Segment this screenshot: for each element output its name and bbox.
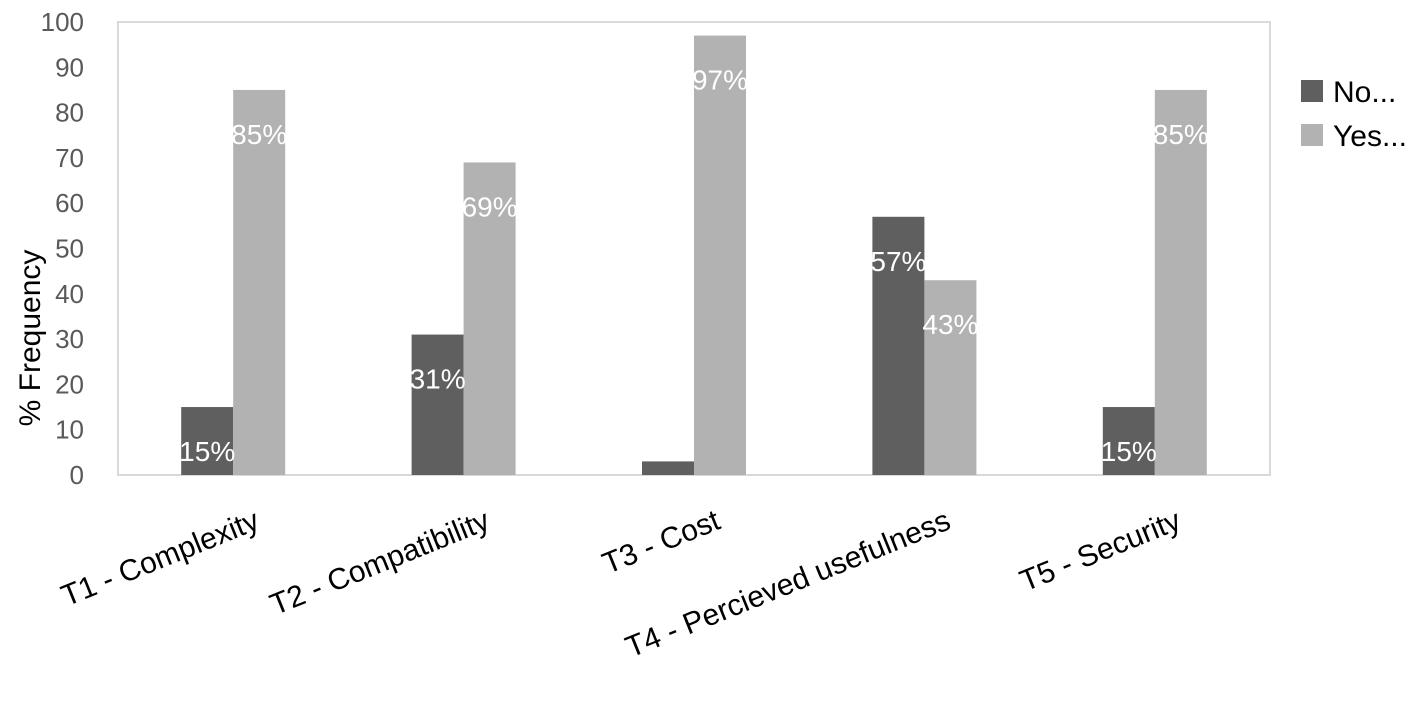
y-tick-label: 10 xyxy=(55,415,84,445)
data-label: 97% xyxy=(692,65,748,96)
data-labels: 15% 31% 57% 15% 85% 69% 97% 43% 85% xyxy=(179,65,1209,467)
bar-no xyxy=(872,216,925,476)
bar-yes xyxy=(1154,89,1207,475)
data-label: 43% xyxy=(922,309,978,340)
data-label: 85% xyxy=(1153,119,1209,150)
bar-yes xyxy=(233,89,286,475)
x-category-label: T1 - Complexity xyxy=(57,504,264,613)
data-label: 57% xyxy=(870,246,926,277)
data-label: 69% xyxy=(462,191,518,222)
legend: No... Yes... xyxy=(1301,76,1407,153)
y-tick-label: 70 xyxy=(55,143,84,173)
legend-swatch xyxy=(1301,80,1323,102)
y-tick-label: 20 xyxy=(55,369,84,399)
bar-yes xyxy=(924,280,977,475)
x-category-label: T2 - Compatibility xyxy=(265,504,494,622)
y-tick-label: 0 xyxy=(70,460,84,490)
y-tick-label: 30 xyxy=(55,324,84,354)
data-label: 31% xyxy=(410,364,466,395)
data-label: 85% xyxy=(231,119,287,150)
x-category-label: T5 - Security xyxy=(1015,504,1185,598)
y-tick-label: 60 xyxy=(55,188,84,218)
bar-no xyxy=(411,334,464,475)
legend-label: Yes... xyxy=(1333,120,1407,153)
bars xyxy=(181,35,1207,476)
x-axis-categories: T1 - Complexity T2 - Compatibility T3 - Co… xyxy=(57,504,1186,665)
bar-yes xyxy=(694,35,746,476)
y-axis-title: % Frequency xyxy=(14,250,47,427)
y-tick-label: 100 xyxy=(41,7,84,37)
y-tick-label: 90 xyxy=(55,52,84,82)
data-label: 15% xyxy=(1101,436,1157,467)
bar-no xyxy=(642,461,694,475)
data-label: 15% xyxy=(179,436,235,467)
y-tick-label: 50 xyxy=(55,234,84,264)
bar-no xyxy=(1102,407,1155,475)
y-axis-ticks: 0 10 20 30 40 50 60 70 80 90 100 xyxy=(41,7,84,490)
bar-yes xyxy=(463,162,516,475)
legend-label: No... xyxy=(1333,76,1396,109)
bar-no xyxy=(181,407,234,475)
legend-swatch xyxy=(1301,124,1323,146)
y-tick-label: 80 xyxy=(55,98,84,128)
x-category-label: T3 - Cost xyxy=(598,504,725,581)
y-tick-label: 40 xyxy=(55,279,84,309)
